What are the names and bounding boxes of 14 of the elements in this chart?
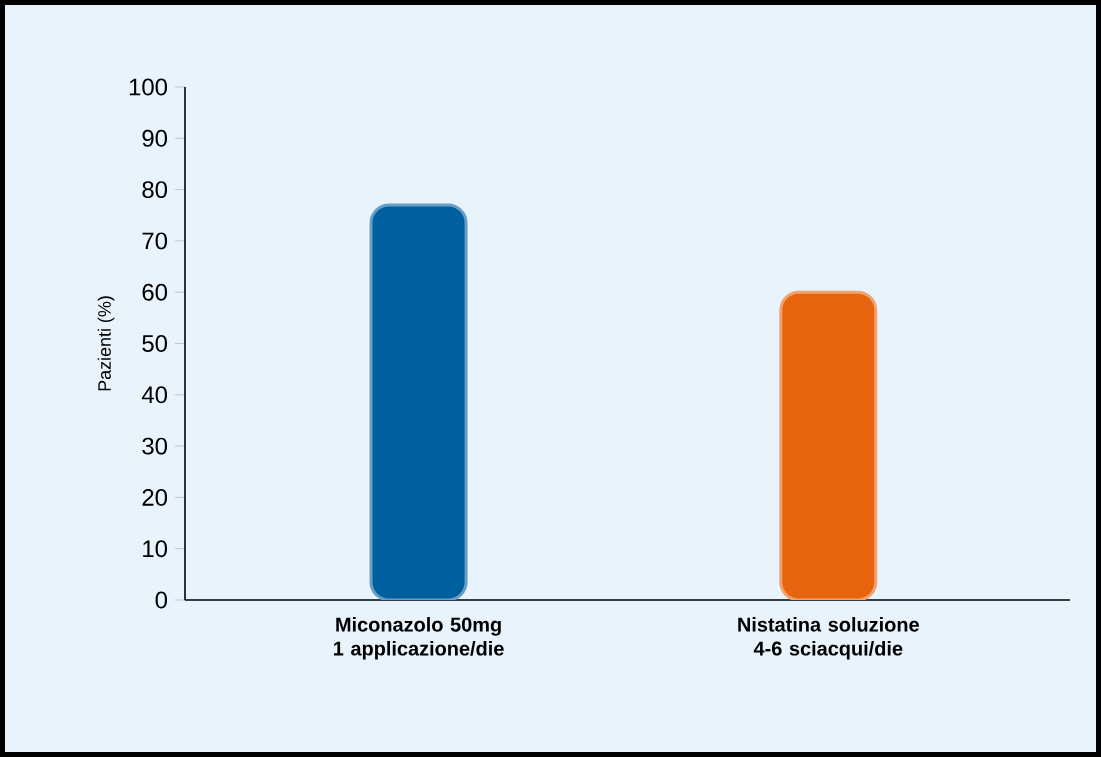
x-tick-label: Nistatina soluzione 4-6 sciacqui/die [738, 617, 919, 660]
y-tick-label: 100 [129, 78, 168, 96]
y-tick-label: 30 [142, 437, 168, 455]
y-axis-title: Pazienti (%) [97, 296, 115, 391]
y-tick-label: 60 [142, 283, 168, 301]
y-tick-label: 90 [142, 129, 168, 147]
y-tick-label: 10 [143, 540, 168, 558]
y-tick-label: 20 [142, 488, 168, 506]
y-tick-label: 80 [142, 181, 168, 199]
y-tick-label: 40 [141, 386, 168, 404]
y-tick-label: 70 [142, 232, 168, 250]
y-tick-label: 0 [155, 591, 168, 609]
x-tick-label: Miconazolo 50mg 1 applicazione/die [333, 617, 504, 660]
y-tick-label: 50 [142, 335, 168, 352]
